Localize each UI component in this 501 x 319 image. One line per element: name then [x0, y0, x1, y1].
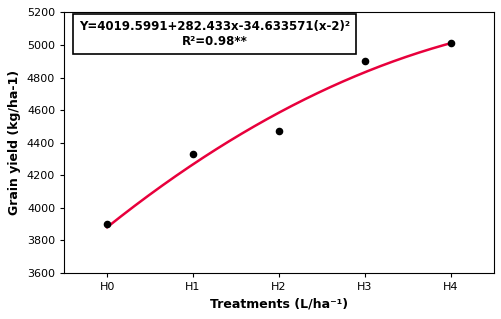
Point — [360, 59, 368, 64]
X-axis label: Treatments (L/ha⁻¹): Treatments (L/ha⁻¹) — [209, 298, 347, 311]
Point — [446, 41, 454, 46]
Point — [275, 129, 283, 134]
Y-axis label: Grain yield (kg/ha-1): Grain yield (kg/ha-1) — [9, 70, 21, 215]
Point — [103, 222, 111, 227]
Point — [188, 152, 196, 157]
Text: Y=4019.5991+282.433x-34.633571(x-2)²
R²=0.98**: Y=4019.5991+282.433x-34.633571(x-2)² R²=… — [79, 20, 349, 48]
